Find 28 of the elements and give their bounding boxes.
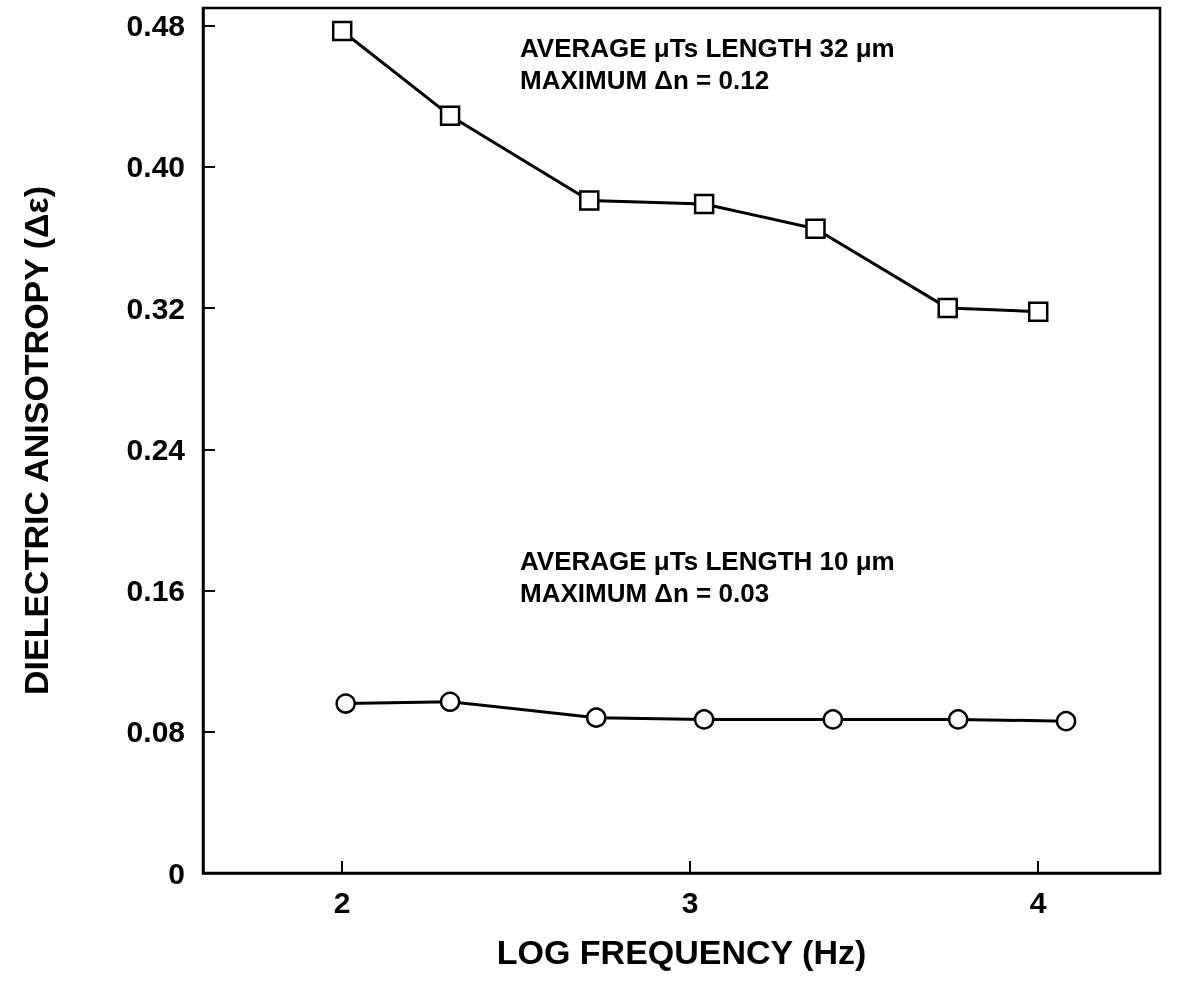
point [805, 218, 826, 239]
y-tick-label: 0.40 [126, 150, 185, 184]
y-tick-label: 0.48 [126, 9, 185, 43]
point [937, 297, 958, 319]
y-tick-label: 0 [168, 856, 185, 890]
y-axis-title: DIELECTRIC ANISOTROPY (Δε) [17, 185, 55, 696]
annotation: AVERAGE μTs LENGTH 10 μm MAXIMUM Δn = 0.03 [520, 546, 895, 608]
point [693, 193, 715, 215]
x-axis-title: LOG FREQUENCY (Hz) [496, 933, 867, 971]
x-tick-label: 4 [1029, 885, 1047, 919]
point [1027, 301, 1049, 322]
point [693, 709, 715, 730]
point [586, 707, 607, 728]
point [331, 20, 353, 42]
point [335, 693, 356, 714]
point [579, 190, 600, 211]
point [439, 691, 461, 713]
y-tick-label: 0.08 [126, 715, 185, 749]
x-tick-label: 3 [681, 885, 699, 919]
x-tick-label: 2 [333, 885, 351, 919]
point [439, 105, 461, 126]
point [822, 709, 844, 730]
y-tick-label: 0.16 [126, 574, 185, 608]
y-tick-label: 0.32 [126, 291, 185, 325]
point [1055, 710, 1077, 732]
point [947, 709, 969, 730]
y-tick-label: 0.24 [126, 432, 186, 466]
annotation: AVERAGE μTs LENGTH 32 μm MAXIMUM Δn = 0.12 [520, 33, 895, 95]
